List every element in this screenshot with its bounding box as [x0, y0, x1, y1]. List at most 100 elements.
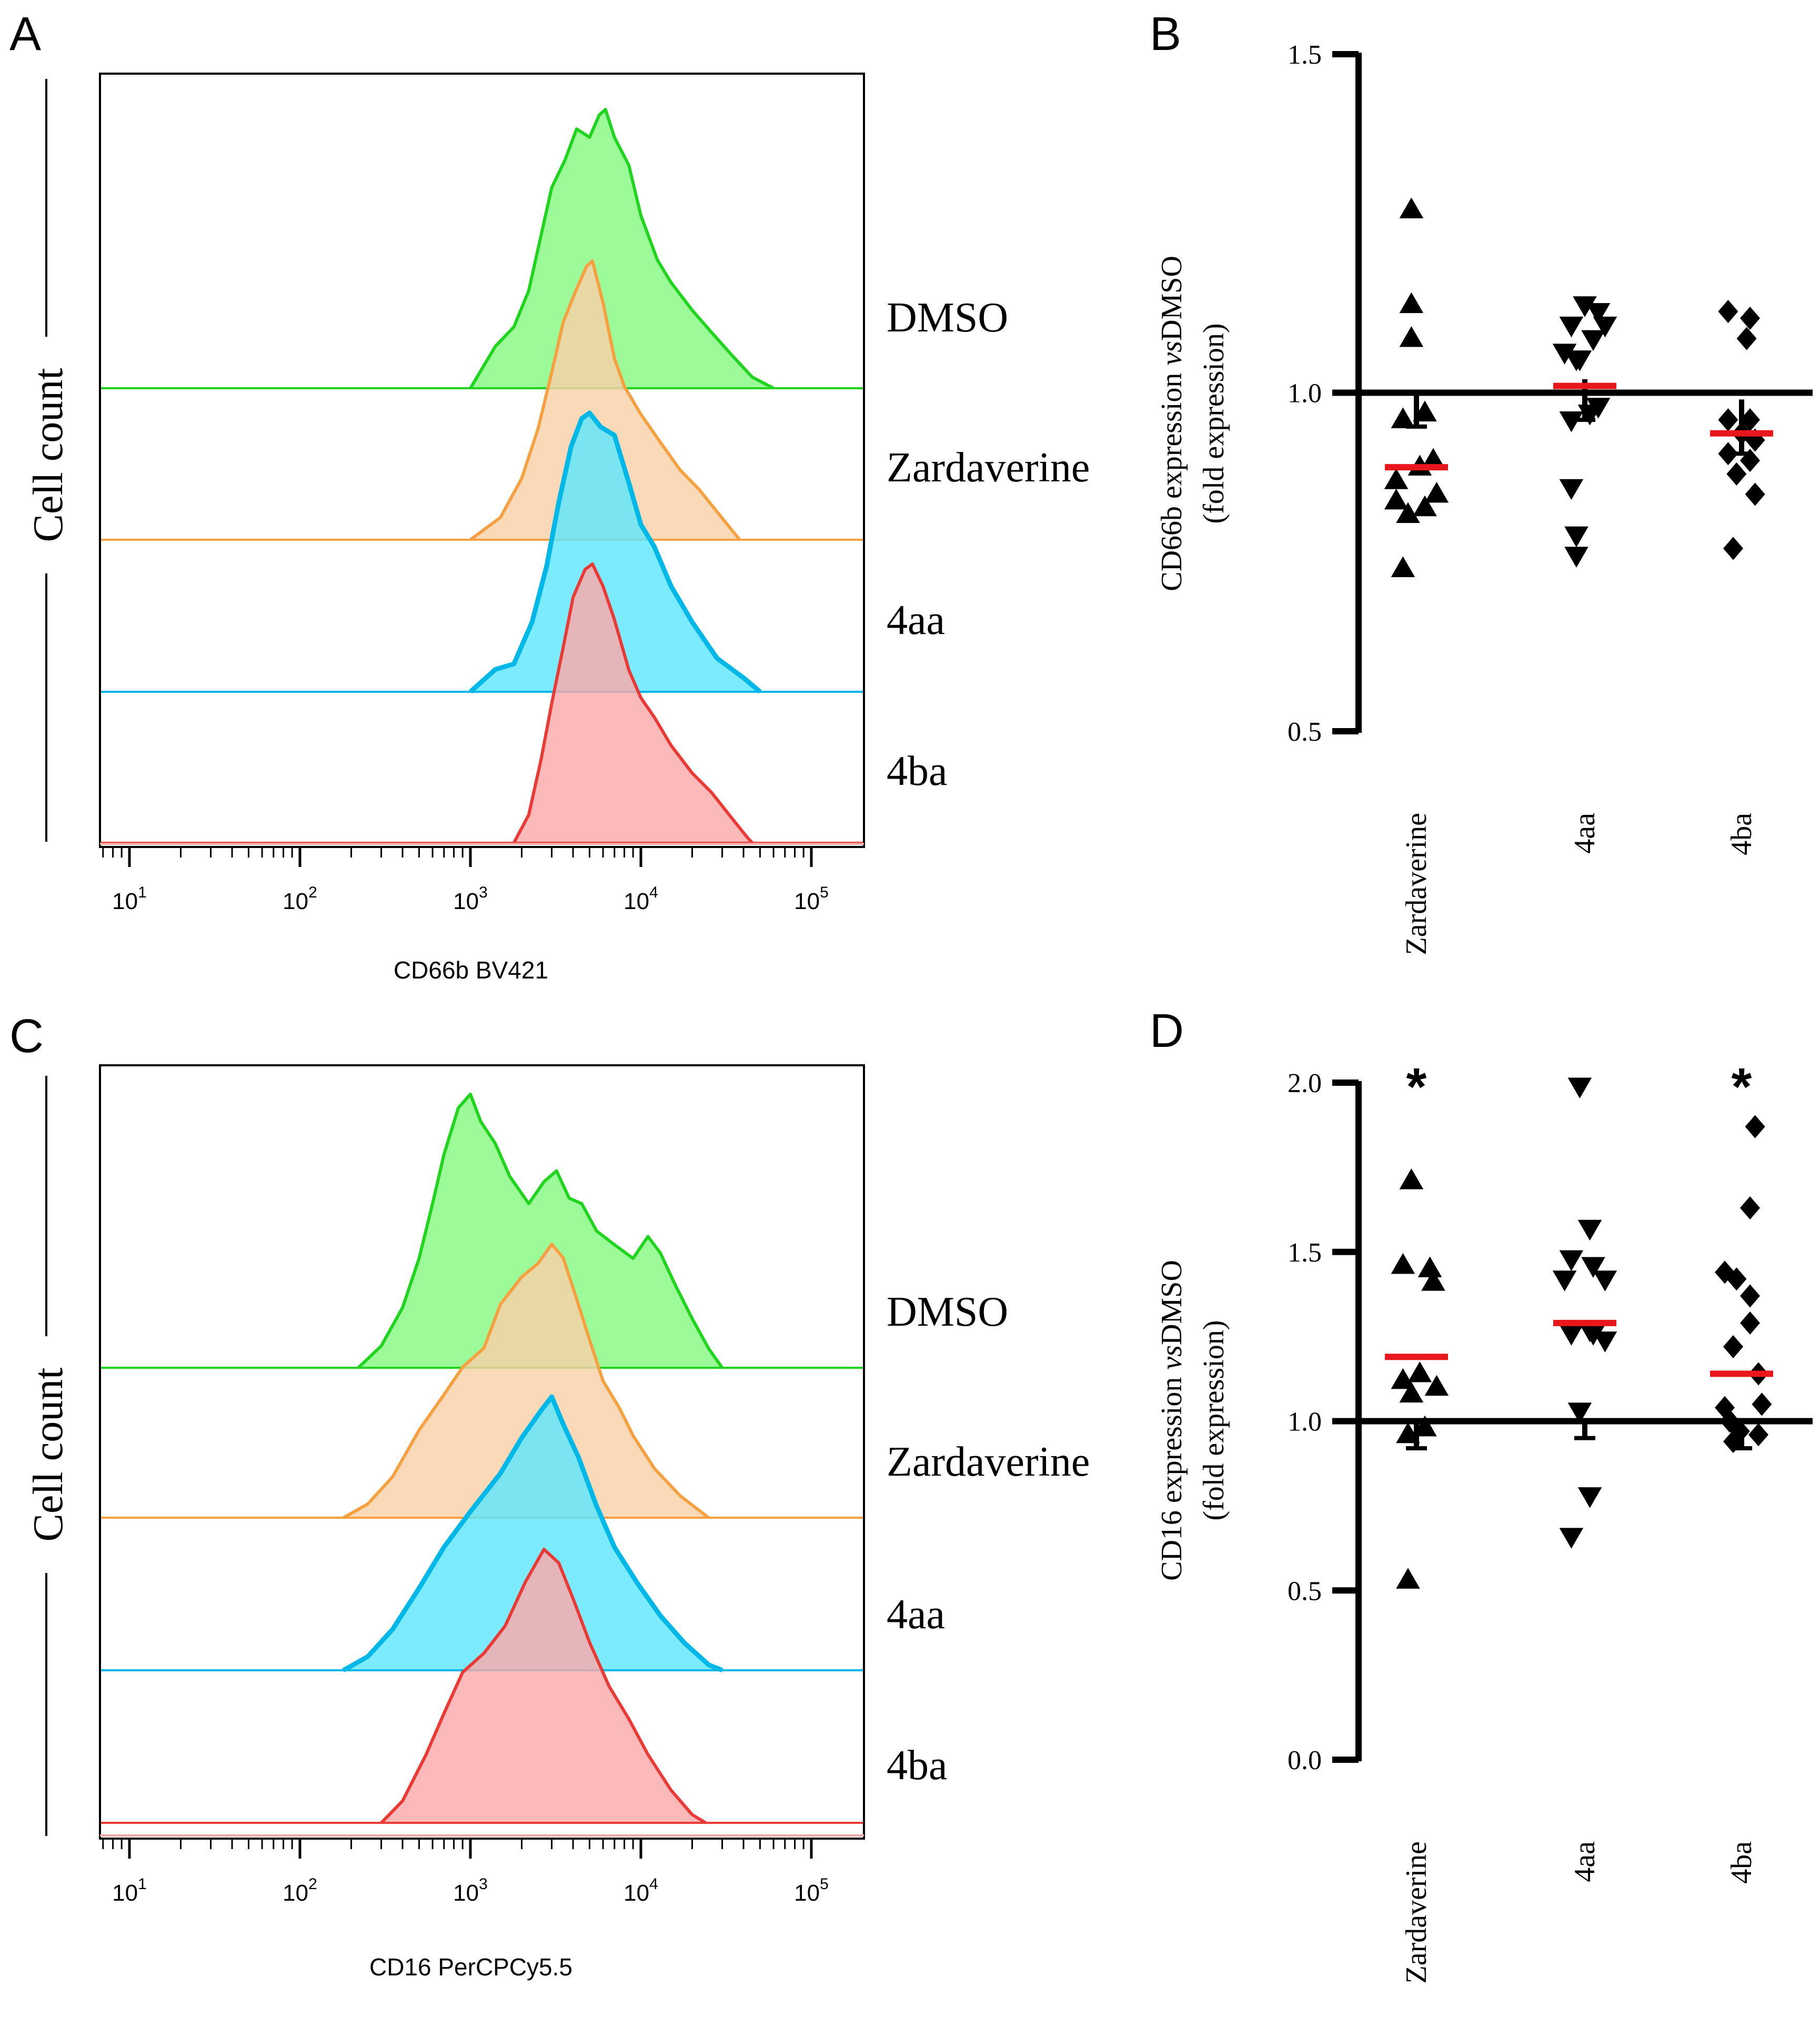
a-x-axis: 101 102 103 104 105	[100, 843, 864, 914]
hist-line-4aa	[468, 410, 762, 694]
y-tick-label: 1.0	[1288, 1407, 1322, 1437]
y-tick-label: 1.5	[1288, 1238, 1322, 1268]
panel-letter-b: B	[1150, 8, 1181, 60]
x-tick-label: 101	[112, 884, 147, 914]
data-point-diamond	[1723, 537, 1743, 560]
data-point-triangle-up	[1413, 495, 1437, 517]
hist-line-4aa	[342, 1394, 723, 1673]
c-x-axis: 101 102 103 104 105	[100, 1834, 864, 1906]
data-point-diamond	[1740, 1196, 1760, 1220]
data-point-triangle-down	[1552, 344, 1577, 365]
data-point-triangle-up	[1413, 400, 1437, 422]
data-point-triangle-up	[1399, 1168, 1424, 1189]
a-label-zardaverine: Zardaverine	[887, 445, 1090, 491]
data-point-diamond	[1723, 1430, 1743, 1454]
category-label: Zardaverine	[1400, 813, 1433, 955]
data-point-triangle-up	[1421, 1270, 1445, 1291]
panel-letter-d: D	[1150, 1005, 1184, 1057]
data-point-diamond	[1726, 1267, 1747, 1291]
data-point-triangle-down	[1559, 479, 1584, 500]
x-tick-label: 101	[112, 1875, 147, 1906]
data-point-triangle-up	[1391, 407, 1415, 428]
d-ylabel-line2: (fold expression)	[1198, 1320, 1230, 1520]
hist-fill-zardaverine	[470, 261, 740, 540]
data-point-triangle-down	[1581, 1325, 1605, 1346]
y-tick-label: 0.5	[1288, 717, 1322, 747]
panel-letter-a: A	[9, 8, 41, 60]
data-point-triangle-down	[1559, 411, 1584, 432]
data-point-triangle-down	[1564, 547, 1588, 568]
data-point-triangle-down	[1577, 405, 1602, 426]
data-point-triangle-up	[1424, 481, 1449, 503]
data-point-triangle-down	[1593, 1270, 1617, 1292]
hist-line-4ba	[512, 562, 753, 844]
y-tick-label: 1.0	[1288, 379, 1322, 409]
c-ylabel: Cell count	[25, 1367, 72, 1541]
data-point-diamond	[1736, 327, 1757, 350]
data-point-triangle-up	[1391, 1253, 1415, 1274]
data-point-triangle-up	[1399, 326, 1424, 347]
data-point-triangle-down	[1586, 303, 1611, 324]
data-point-triangle-down	[1567, 350, 1592, 371]
hist-line-4ba	[380, 1548, 707, 1824]
x-tick-label: 105	[794, 1875, 829, 1906]
b-scatter: 0.5 1.0 1.5 Zardaverine 4aa 4ba	[1288, 40, 1813, 955]
d-scatter: 0.0 0.5 1.0 1.5 2.0 Zardaverine * 4aa 4ba *	[1288, 1057, 1813, 1983]
hist-line-zardaverine	[343, 1243, 710, 1519]
data-point-triangle-up	[1407, 1361, 1432, 1383]
panel-d: D CD16 expression vsDMSO (fold expressio…	[1150, 1005, 1813, 1983]
y-tick-label: 0.0	[1288, 1746, 1322, 1775]
data-point-triangle-up	[1399, 292, 1424, 314]
b-ylabel-line2: (fold expression)	[1198, 323, 1230, 523]
c-label-4aa: 4aa	[887, 1591, 945, 1638]
category-label: 4ba	[1725, 1841, 1758, 1884]
data-point-triangle-down	[1573, 296, 1597, 317]
hist-line-dmso	[357, 1093, 724, 1369]
data-point-triangle-up	[1384, 468, 1409, 489]
data-point-diamond	[1723, 1335, 1743, 1358]
y-tick-label: 1.5	[1288, 40, 1322, 70]
data-point-triangle-down	[1567, 1403, 1592, 1424]
hist-fill-dmso	[358, 1094, 722, 1368]
category-label: Zardaverine	[1400, 1841, 1433, 1983]
data-point-triangle-up	[1424, 1375, 1449, 1396]
data-point-diamond	[1740, 1284, 1760, 1308]
data-point-diamond	[1718, 408, 1738, 432]
data-point-triangle-down	[1552, 1270, 1577, 1292]
data-point-triangle-up	[1396, 502, 1420, 523]
data-point-triangle-down	[1577, 1219, 1602, 1241]
data-point-triangle-up	[1391, 1368, 1415, 1389]
c-label-4ba: 4ba	[887, 1742, 948, 1789]
hist-line-zardaverine	[469, 259, 741, 541]
data-point-triangle-down	[1581, 1257, 1605, 1278]
c-label-zardaverine: Zardaverine	[887, 1439, 1090, 1485]
data-point-triangle-down	[1567, 1077, 1592, 1098]
data-point-triangle-down	[1559, 1325, 1584, 1346]
a-histograms	[100, 108, 864, 844]
data-point-diamond	[1740, 306, 1760, 330]
data-point-triangle-up	[1396, 1422, 1420, 1444]
c-histograms	[100, 1093, 864, 1824]
a-plot-frame	[99, 73, 865, 848]
hist-fill-zardaverine	[343, 1244, 709, 1518]
data-point-triangle-down	[1559, 316, 1584, 338]
x-tick-label: 103	[453, 884, 488, 914]
hist-fill-4aa	[343, 1397, 722, 1670]
b-ylabel-line1: CD66b expression vsDMSO	[1155, 256, 1188, 591]
d-ylabel-line1: CD16 expression vsDMSO	[1155, 1260, 1188, 1581]
data-point-triangle-up	[1417, 1256, 1442, 1277]
x-tick-label: 103	[453, 1875, 488, 1906]
data-point-diamond	[1745, 1115, 1765, 1138]
panel-letter-c: C	[9, 1010, 44, 1063]
data-point-diamond	[1745, 482, 1765, 506]
category-label: 4aa	[1568, 813, 1601, 854]
hist-fill-4ba	[381, 1549, 706, 1823]
y-tick-label: 2.0	[1288, 1068, 1322, 1098]
data-point-triangle-up	[1391, 556, 1415, 578]
x-tick-label: 105	[794, 884, 829, 914]
data-point-diamond	[1740, 1311, 1760, 1335]
c-xlabel: CD16 PerCPCy5.5	[369, 1953, 572, 1981]
panel-b: B CD66b expression vsDMSO (fold expressi…	[1150, 8, 1813, 955]
a-ylabel: Cell count	[25, 368, 72, 542]
